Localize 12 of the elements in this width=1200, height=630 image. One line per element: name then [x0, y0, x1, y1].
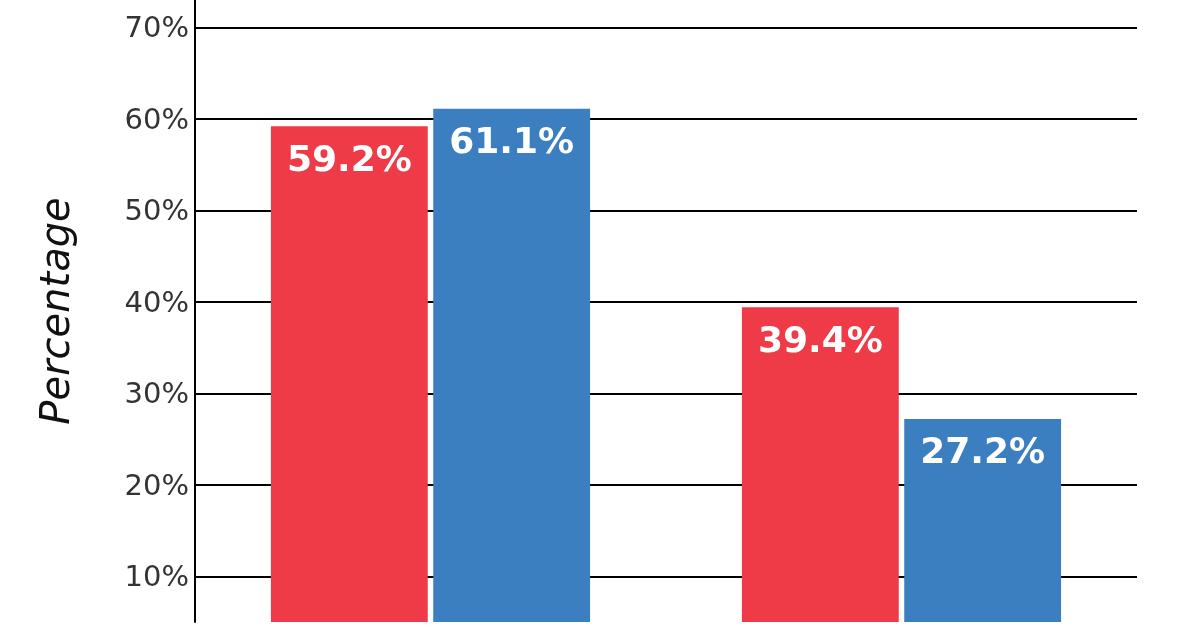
- y-tick-label: 10%: [124, 559, 189, 594]
- data-label: 27.2%: [920, 430, 1046, 472]
- data-label: 61.1%: [449, 120, 575, 162]
- y-axis-title: Percentage: [32, 197, 78, 425]
- y-tick-label: 30%: [124, 376, 189, 411]
- y-tick-label: 70%: [124, 10, 189, 45]
- data-label: 39.4%: [757, 318, 883, 360]
- data-label: 59.2%: [286, 137, 412, 179]
- y-tick-label: 60%: [124, 101, 189, 136]
- y-tick-label: 50%: [124, 193, 189, 228]
- y-tick-label: 40%: [124, 284, 189, 319]
- y-tick-label: 20%: [124, 467, 189, 502]
